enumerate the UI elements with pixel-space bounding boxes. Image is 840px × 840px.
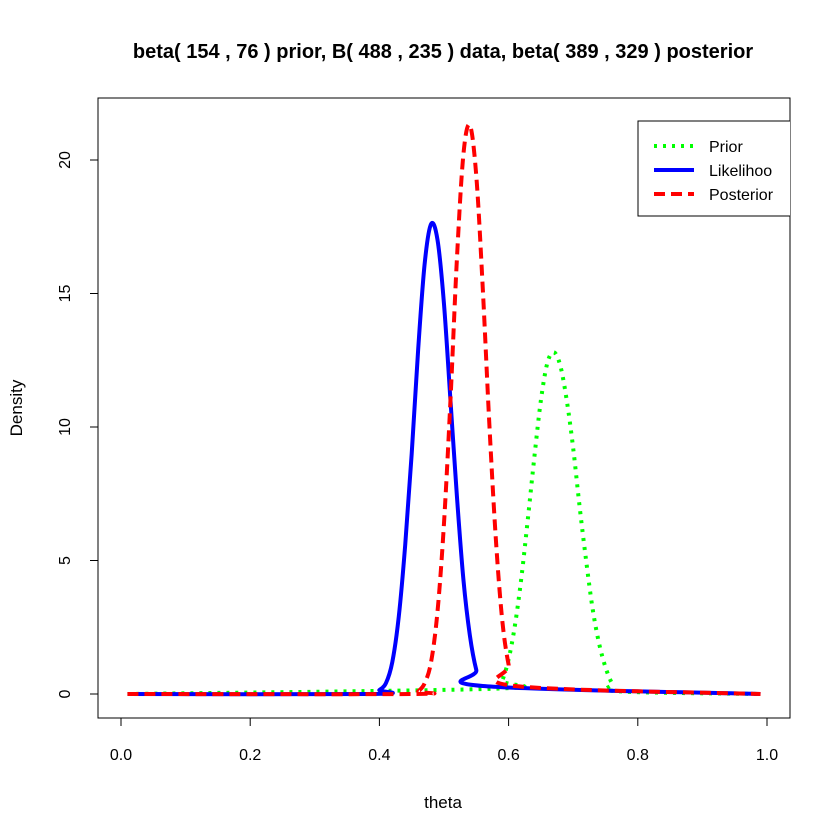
x-tick-label: 0.4 — [368, 747, 390, 764]
x-tick-label: 0.2 — [239, 747, 261, 764]
series-likelihood-line — [127, 221, 761, 697]
y-tick-label: 20 — [57, 151, 74, 169]
y-axis: 0 5 10 15 20 — [57, 151, 99, 698]
y-axis-label: Density — [7, 379, 26, 436]
x-tick-label: 0.0 — [110, 747, 132, 764]
chart-title: beta( 154 , 76 ) prior, B( 488 , 235 ) d… — [133, 41, 753, 63]
x-tick-label: 1.0 — [756, 747, 778, 764]
legend-label: Prior — [709, 139, 743, 156]
x-axis: 0.0 0.2 0.4 0.6 0.8 1.0 — [110, 717, 778, 764]
y-tick-label: 5 — [57, 556, 74, 565]
x-tick-label: 0.6 — [497, 747, 519, 764]
legend-items: Prior Likelihoo Posterior — [654, 139, 774, 204]
x-tick-label: 0.8 — [627, 747, 649, 764]
series-layer — [127, 122, 761, 697]
x-axis-label: theta — [424, 793, 462, 812]
y-tick-label: 10 — [57, 418, 74, 436]
legend-label: Posterior — [709, 187, 774, 204]
series-prior-line — [127, 350, 761, 696]
legend-label: Likelihoo — [709, 163, 772, 180]
series-posterior-line — [127, 122, 761, 697]
legend: Prior Likelihoo Posterior — [637, 120, 790, 217]
y-tick-label: 15 — [57, 285, 74, 303]
y-tick-label: 0 — [57, 689, 74, 698]
